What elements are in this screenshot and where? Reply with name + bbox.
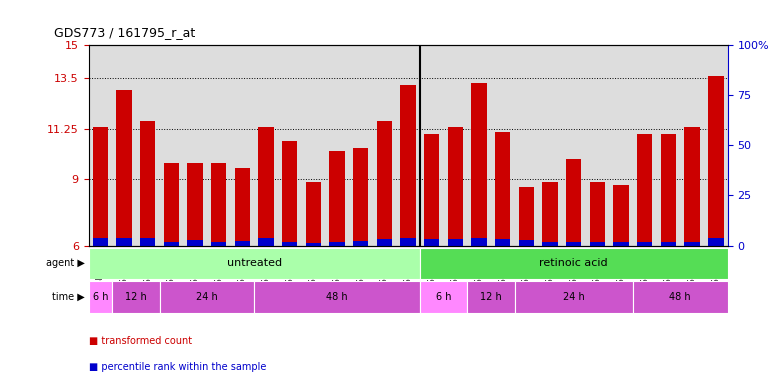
Text: time ▶: time ▶ xyxy=(52,292,85,302)
Bar xyxy=(112,281,159,313)
Bar xyxy=(211,163,226,246)
Text: 6 h: 6 h xyxy=(436,292,451,302)
Bar xyxy=(92,238,108,246)
Bar xyxy=(471,238,487,246)
Bar xyxy=(708,76,724,246)
Bar xyxy=(164,163,179,246)
Bar xyxy=(116,238,132,246)
Bar xyxy=(519,186,534,246)
Bar xyxy=(420,281,467,313)
Bar xyxy=(614,186,629,246)
Text: 48 h: 48 h xyxy=(326,292,348,302)
Text: 24 h: 24 h xyxy=(563,292,584,302)
Bar xyxy=(377,121,392,246)
Bar xyxy=(282,141,297,246)
Bar xyxy=(685,242,700,246)
Bar xyxy=(447,128,463,246)
Bar xyxy=(259,128,274,246)
Bar xyxy=(590,182,605,246)
Bar xyxy=(661,134,676,246)
Bar xyxy=(116,90,132,246)
Text: 6 h: 6 h xyxy=(92,292,108,302)
Bar xyxy=(89,248,420,279)
Bar xyxy=(164,242,179,246)
Text: 12 h: 12 h xyxy=(480,292,502,302)
Bar xyxy=(685,128,700,246)
Text: retinoic acid: retinoic acid xyxy=(540,258,608,268)
Bar xyxy=(211,242,226,246)
Bar xyxy=(254,281,420,313)
Bar xyxy=(633,281,728,313)
Bar xyxy=(614,242,629,246)
Bar xyxy=(542,242,557,246)
Bar xyxy=(566,242,581,246)
Bar xyxy=(542,182,557,246)
Bar xyxy=(424,239,440,246)
Bar xyxy=(495,132,511,246)
Text: GDS773 / 161795_r_at: GDS773 / 161795_r_at xyxy=(54,26,195,39)
Bar xyxy=(89,281,112,313)
Bar xyxy=(495,239,511,246)
Bar xyxy=(514,281,633,313)
Text: 24 h: 24 h xyxy=(196,292,218,302)
Bar xyxy=(187,240,203,246)
Bar xyxy=(590,242,605,246)
Bar xyxy=(353,147,369,246)
Bar xyxy=(447,239,463,246)
Bar xyxy=(140,121,156,246)
Text: untreated: untreated xyxy=(226,258,282,268)
Bar xyxy=(92,128,108,246)
Text: ■ transformed count: ■ transformed count xyxy=(89,336,192,346)
Bar xyxy=(330,242,345,246)
Bar xyxy=(306,243,321,246)
Bar xyxy=(420,248,728,279)
Bar xyxy=(424,134,440,246)
Bar xyxy=(282,242,297,246)
Text: 48 h: 48 h xyxy=(669,292,691,302)
Bar xyxy=(661,242,676,246)
Text: 12 h: 12 h xyxy=(125,292,147,302)
Bar xyxy=(400,85,416,246)
Bar xyxy=(187,163,203,246)
Bar xyxy=(400,238,416,246)
Bar xyxy=(519,240,534,246)
Text: ■ percentile rank within the sample: ■ percentile rank within the sample xyxy=(89,362,266,372)
Bar xyxy=(259,238,274,246)
Bar xyxy=(377,239,392,246)
Bar xyxy=(140,238,156,246)
Bar xyxy=(637,242,652,246)
Bar xyxy=(708,238,724,246)
Bar xyxy=(159,281,254,313)
Bar xyxy=(235,168,250,246)
Text: agent ▶: agent ▶ xyxy=(46,258,85,268)
Bar xyxy=(353,241,369,246)
Bar xyxy=(566,159,581,246)
Bar xyxy=(306,182,321,246)
Bar xyxy=(471,83,487,246)
Bar xyxy=(637,134,652,246)
Bar xyxy=(467,281,514,313)
Bar xyxy=(235,241,250,246)
Bar xyxy=(330,151,345,246)
